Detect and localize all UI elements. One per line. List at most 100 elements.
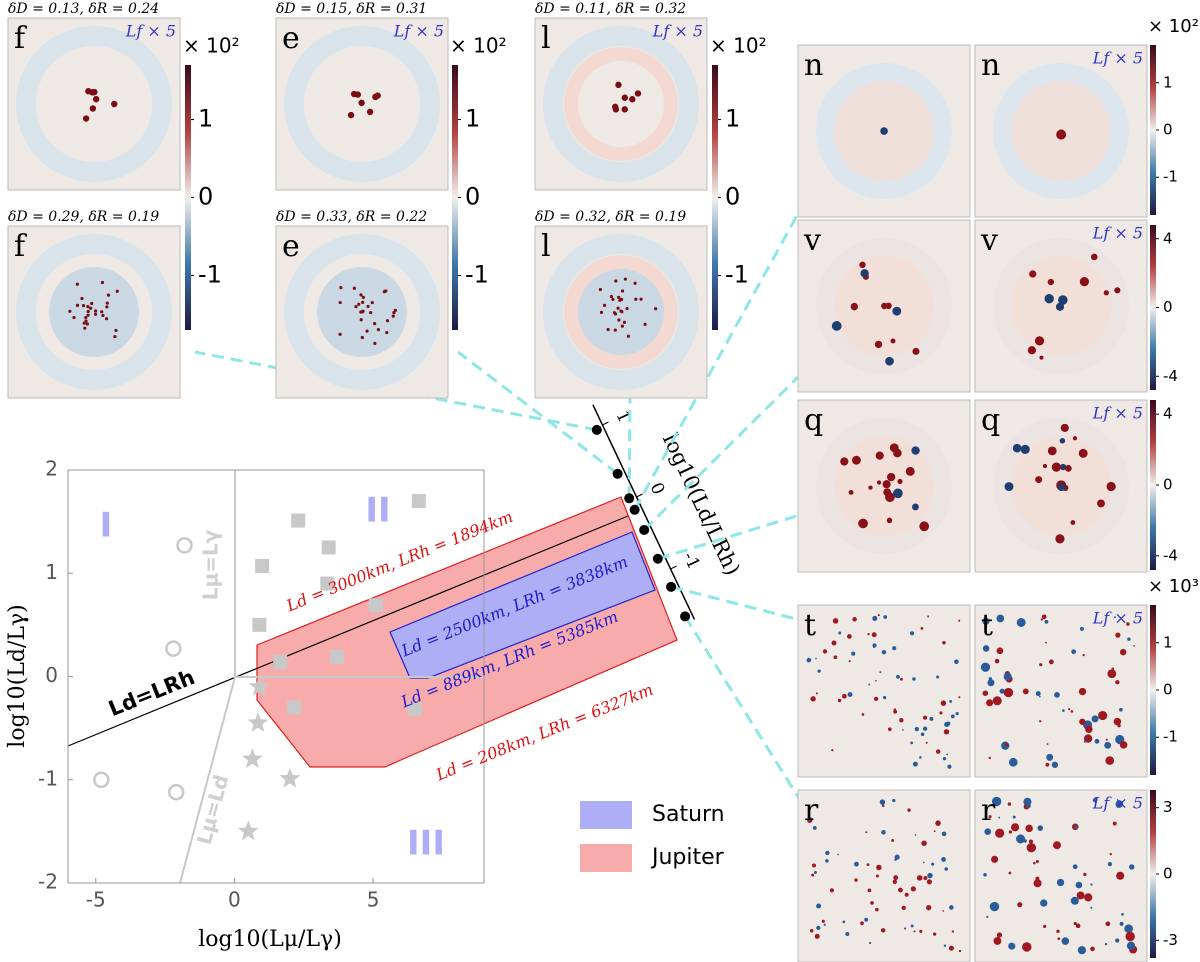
panel-texture: [1056, 129, 1067, 140]
panel-texture: [1103, 290, 1109, 296]
panel-texture: [859, 261, 866, 269]
panel-texture: [1004, 482, 1014, 492]
panel-texture: [1119, 741, 1128, 749]
point: [411, 493, 426, 508]
panel-texture: [946, 721, 951, 726]
legend-swatch: [580, 844, 632, 872]
point: [242, 748, 263, 768]
panel-texture: [832, 618, 839, 624]
panel-texture: [892, 798, 896, 803]
panel-texture: [880, 127, 888, 135]
panel-texture: [912, 503, 919, 511]
panel-texture: [1090, 883, 1093, 886]
panel-texture: [901, 905, 906, 911]
panel-texture: [911, 446, 920, 455]
panel-texture: [885, 356, 894, 366]
colorbar-multiplier: × 10³: [1148, 576, 1199, 597]
panel-texture: [626, 334, 631, 338]
panel-texture: [1026, 843, 1037, 853]
panel-texture: [1106, 481, 1116, 492]
panel-texture: [933, 830, 936, 833]
panel-texture: [81, 304, 86, 308]
x-tick-label: -5: [86, 888, 106, 912]
panel-texture: [1043, 924, 1047, 929]
panel-texture: [831, 749, 834, 752]
panel-texture: [909, 631, 915, 636]
panel-texture: [875, 874, 879, 878]
panel-texture: [807, 817, 813, 824]
panel-texture: [1061, 937, 1070, 945]
panel-texture: [1046, 753, 1054, 761]
panel-texture: [894, 858, 897, 861]
panel-texture: [613, 328, 617, 332]
panel-texture: [902, 729, 904, 731]
panel-texture: [988, 756, 991, 760]
y-tick-label: 0: [45, 663, 58, 687]
panel-texture: [1023, 839, 1027, 843]
panel-texture: [871, 632, 877, 638]
panel-texture: [913, 930, 916, 933]
panel-texture: [812, 863, 816, 868]
panel-texture: [831, 640, 837, 646]
point: [165, 640, 182, 657]
panel: [7, 17, 181, 191]
gray-line: [179, 676, 236, 884]
point: [368, 598, 383, 613]
panel-label: r: [804, 793, 819, 828]
panel-texture: [943, 729, 950, 735]
panel-texture: [86, 309, 90, 314]
panel-texture: [1053, 841, 1061, 850]
panel-texture: [625, 306, 629, 311]
connector: [457, 350, 619, 475]
panel-texture: [361, 295, 365, 299]
panel-texture: [366, 304, 370, 309]
panel-texture: [86, 313, 90, 317]
legend-label: Jupiter: [650, 845, 725, 870]
point: [248, 675, 270, 696]
panel-texture: [1084, 893, 1093, 902]
side-axis-point: [666, 581, 677, 592]
panel-label: v: [980, 223, 998, 258]
panel-texture: [1070, 710, 1074, 713]
panel-texture: [946, 753, 949, 756]
saturn-region: [389, 531, 656, 679]
colorbar-tick-label: 0: [1163, 865, 1173, 883]
panel-texture: [1078, 448, 1088, 458]
panel-texture: [929, 716, 934, 721]
panel-texture: [1048, 659, 1054, 665]
panel-texture: [373, 341, 377, 345]
panel-texture: [910, 741, 914, 745]
panel-texture: [1072, 864, 1078, 870]
panel-texture: [1068, 708, 1071, 711]
panel-texture: [338, 300, 342, 305]
panel-texture: [1039, 355, 1044, 360]
panel-texture: [86, 305, 90, 309]
panel-texture: [998, 816, 1001, 819]
panel-texture: [614, 279, 618, 283]
panel-texture: [1035, 476, 1043, 484]
connector: [670, 585, 801, 622]
side-axis-line: [592, 404, 696, 620]
panel-texture: [880, 928, 886, 933]
panel-texture: [920, 732, 925, 737]
panel-texture: [1115, 938, 1120, 943]
panel-texture: [893, 709, 898, 714]
panel-texture: [1082, 653, 1085, 657]
panel-texture: [939, 711, 943, 715]
y-tick-label: 1: [45, 560, 58, 584]
panel-texture: [868, 941, 872, 945]
panel-texture: [1133, 645, 1135, 647]
panel-note: Lf × 5: [1092, 49, 1143, 68]
panel-texture: [815, 657, 817, 660]
side-axis-tick: [636, 493, 643, 498]
connector: [657, 513, 801, 561]
panel-texture: [104, 317, 109, 321]
panel-texture: [882, 480, 891, 489]
colorbar: [1150, 605, 1156, 775]
panel-texture: [599, 310, 604, 314]
panel-label: n: [804, 48, 823, 83]
panel-texture: [809, 928, 814, 933]
panel-texture: [611, 297, 615, 301]
panel-texture: [993, 937, 1002, 945]
panel-texture: [611, 103, 619, 111]
